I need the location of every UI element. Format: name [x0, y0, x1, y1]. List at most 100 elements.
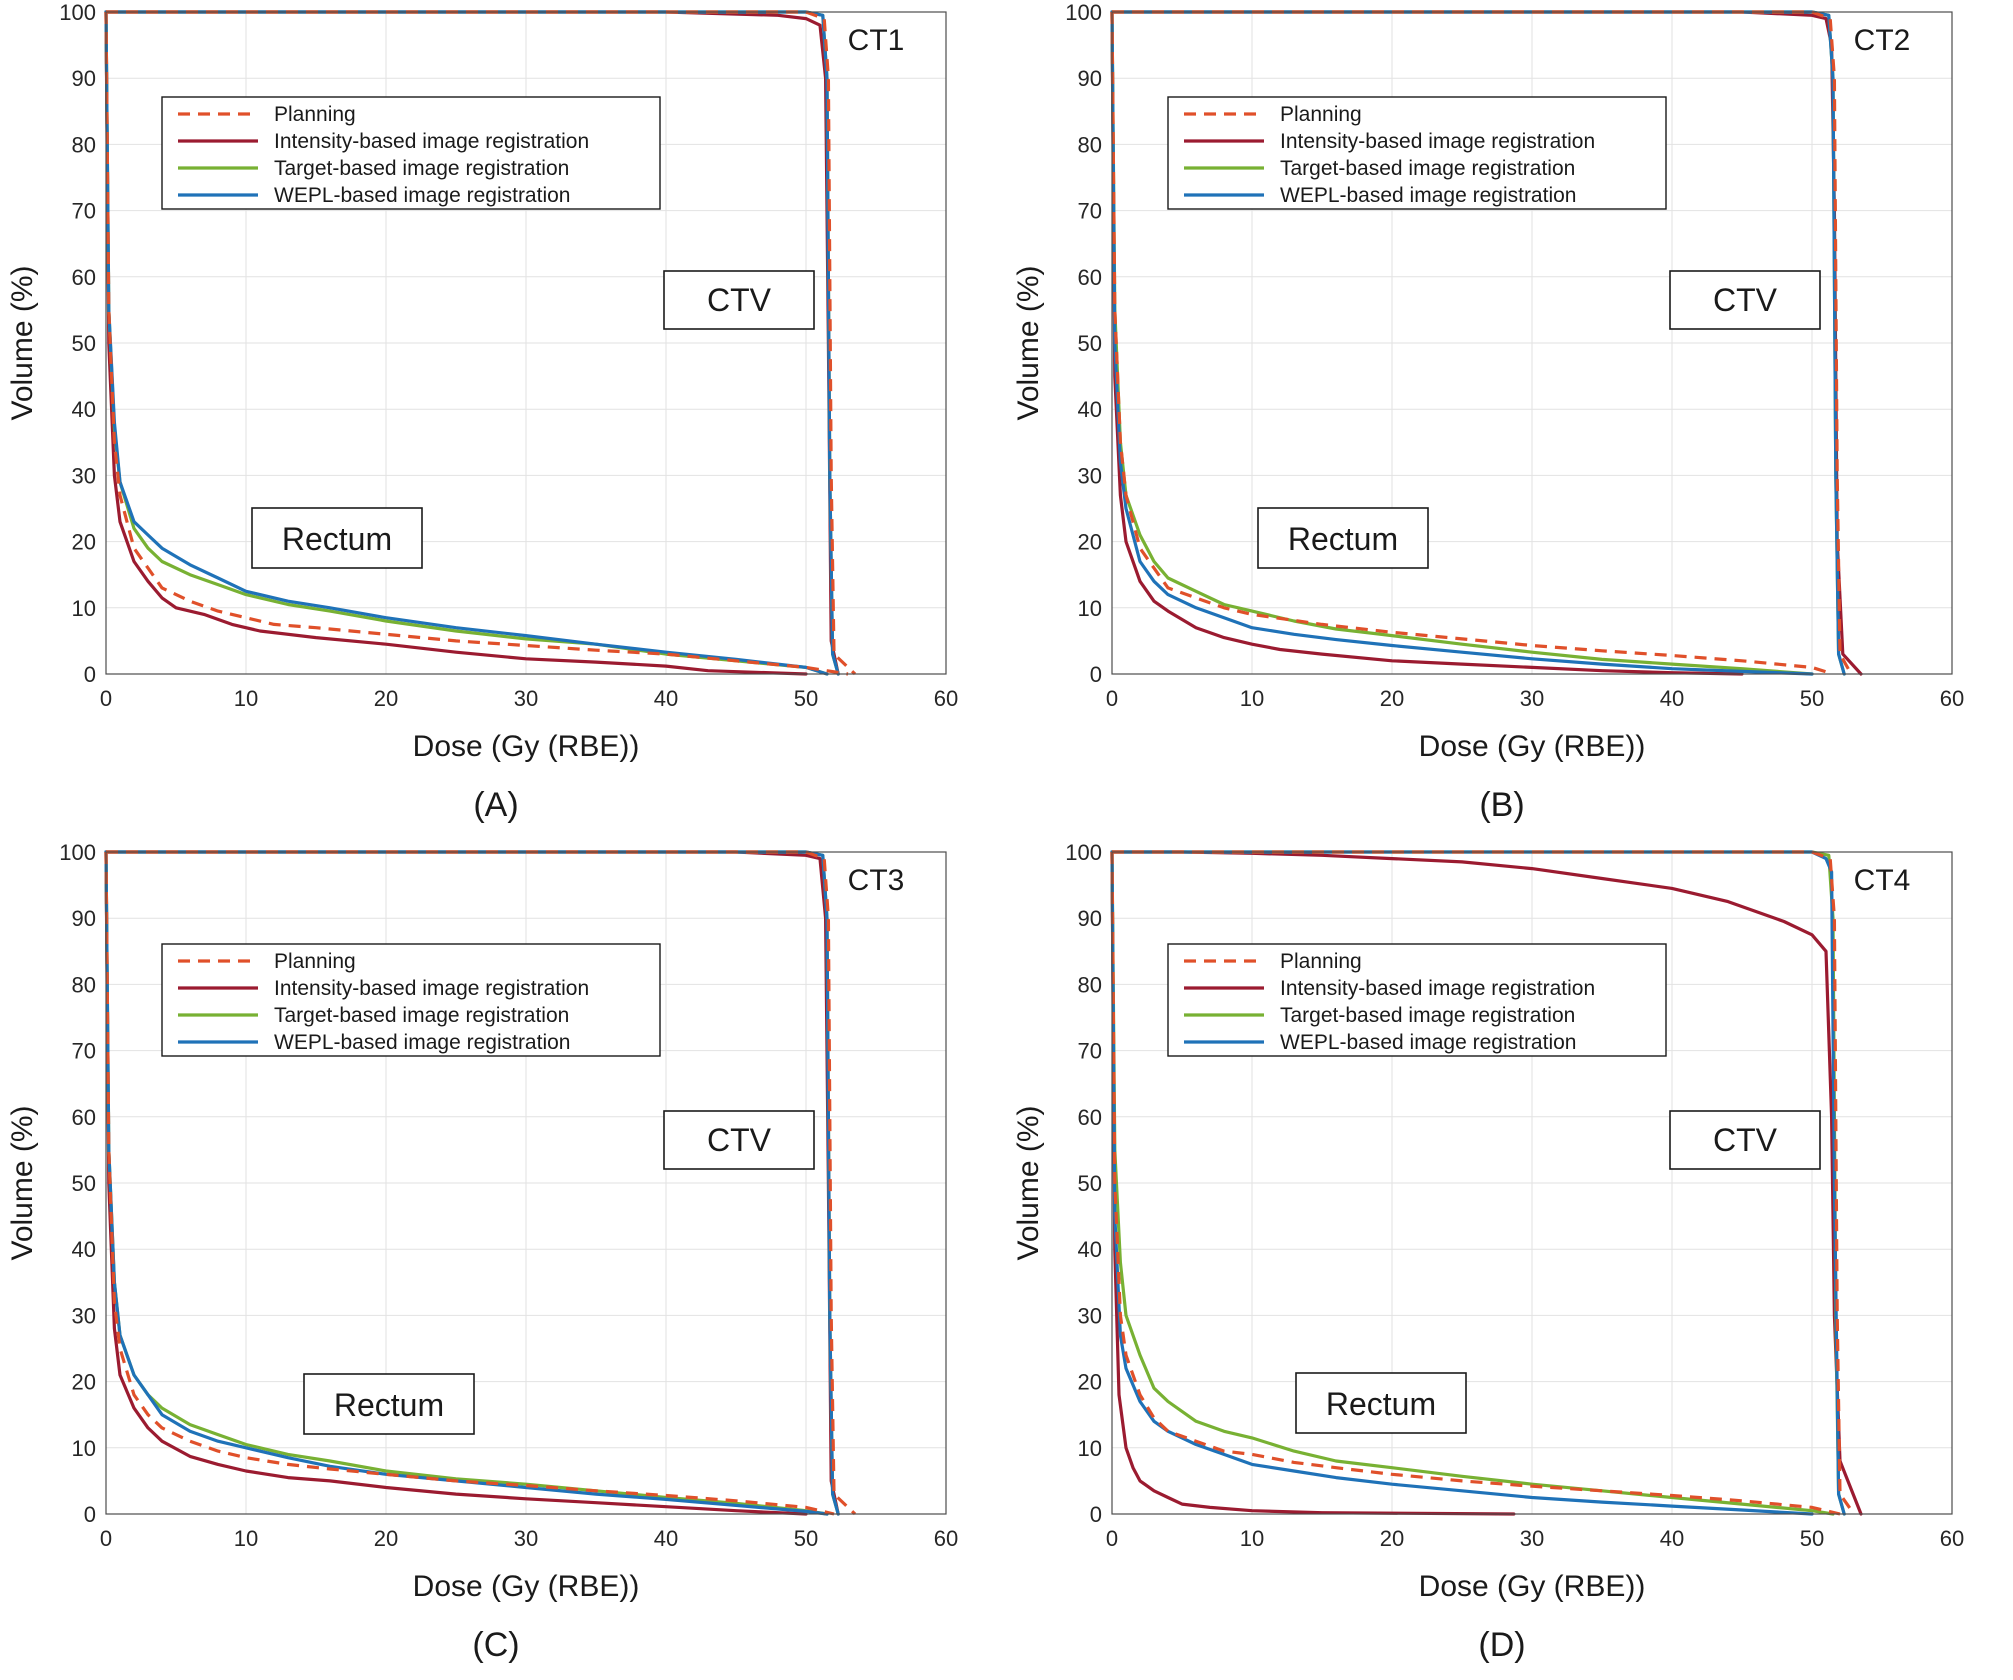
annotation-box	[1669, 1110, 1821, 1170]
series-line-rectum	[1110, 11, 1834, 676]
y-tick-label: 60	[1078, 1105, 1102, 1130]
legend-box	[161, 943, 661, 1057]
series-line-ctv	[1110, 850, 1863, 1516]
series-line-rectum	[1110, 850, 1814, 1516]
x-tick-label: 10	[234, 1526, 258, 1551]
annotation-rectum: Rectum	[1295, 1372, 1467, 1434]
y-tick-label: 70	[1078, 1039, 1102, 1064]
ct-label: CT4	[1854, 864, 1911, 897]
y-tick-label: 50	[72, 1171, 96, 1196]
series-line-rectum	[104, 11, 849, 676]
axes-frame	[1111, 851, 1953, 1515]
series-line-rectum	[1110, 850, 1516, 1516]
panel-label: (D)	[1478, 1626, 1525, 1664]
legend-box	[1167, 943, 1667, 1057]
legend-entry: Intensity-based image registration	[1280, 130, 1595, 153]
ct-label: CT3	[848, 864, 905, 897]
legend-entry: Planning	[274, 103, 356, 126]
annotation-box	[1295, 1372, 1467, 1434]
y-tick-label: 40	[72, 397, 96, 422]
y-tick-label: 90	[1078, 66, 1102, 91]
y-tick-label: 40	[72, 1237, 96, 1262]
y-tick-label: 60	[1078, 265, 1102, 290]
x-tick-label: 30	[514, 686, 538, 711]
legend-entry: WEPL-based image registration	[1280, 184, 1576, 207]
y-tick-label: 70	[72, 1039, 96, 1064]
y-tick-label: 10	[1078, 596, 1102, 621]
panel-d: 0 10 20 30 40 50 60 0 10 20 30 40 50 60 70 80 90 100 Dose …	[1006, 840, 2012, 1680]
x-tick-label: 10	[234, 686, 258, 711]
y-tick-label: 30	[1078, 463, 1102, 488]
x-axis-label: Dose (Gy (RBE))	[413, 1570, 640, 1603]
legend-entry: WEPL-based image registration	[274, 1031, 570, 1054]
legend-entry: WEPL-based image registration	[1280, 1031, 1576, 1054]
annotation-text: CTV	[707, 1122, 772, 1158]
y-axis-label: Volume (%)	[6, 1105, 39, 1260]
y-tick-label: 20	[1078, 530, 1102, 555]
y-tick-label: 100	[1065, 840, 1102, 865]
x-tick-label: 0	[1106, 686, 1118, 711]
series-line-rectum	[1110, 850, 1835, 1516]
x-tick-label: 40	[654, 686, 678, 711]
panel-b: 0 10 20 30 40 50 60 0 10 20 30 40 50 60 70 80 90 100 Dose …	[1006, 0, 2012, 840]
y-axis-label: Volume (%)	[6, 265, 39, 420]
legend-box	[1167, 96, 1667, 210]
x-tick-label: 50	[1800, 1526, 1824, 1551]
y-tick-label: 0	[84, 1502, 96, 1527]
y-tick-label: 80	[1078, 972, 1102, 997]
y-tick-label: 40	[1078, 397, 1102, 422]
y-tick-label: 30	[72, 1303, 96, 1328]
annotation-text: CTV	[1713, 1122, 1778, 1158]
y-tick-label: 20	[72, 1370, 96, 1395]
ct-label: CT1	[848, 24, 905, 57]
series-line-rectum	[104, 10, 808, 676]
x-tick-label: 30	[514, 1526, 538, 1551]
series-line-rectum	[104, 850, 829, 1516]
y-tick-label: 100	[59, 840, 96, 865]
annotation-box	[1669, 270, 1821, 330]
x-tick-label: 30	[1520, 686, 1544, 711]
legend-entry: Planning	[274, 950, 356, 973]
x-tick-label: 30	[1520, 1526, 1544, 1551]
y-tick-label: 10	[1078, 1436, 1102, 1461]
dvh-chart-ct2: 0 10 20 30 40 50 60 0 10 20 30 40 50 60 70 80 90 100 Dose …	[1012, 0, 1964, 824]
legend-entry: Planning	[1280, 103, 1362, 126]
x-axis-label: Dose (Gy (RBE))	[1419, 730, 1646, 763]
y-tick-label: 80	[72, 132, 96, 157]
legend-entry: Intensity-based image registration	[1280, 977, 1595, 1000]
x-tick-label: 50	[794, 686, 818, 711]
annotation-rectum: Rectum	[251, 507, 423, 569]
y-tick-label: 0	[84, 662, 96, 687]
x-tick-label: 10	[1240, 1526, 1264, 1551]
axes-frame	[105, 851, 947, 1515]
y-tick-label: 60	[72, 265, 96, 290]
x-tick-label: 60	[934, 686, 958, 711]
legend-entry: WEPL-based image registration	[274, 184, 570, 207]
y-tick-label: 90	[72, 66, 96, 91]
y-tick-label: 30	[72, 463, 96, 488]
annotation-box	[251, 507, 423, 569]
x-tick-label: 60	[1940, 686, 1964, 711]
x-tick-label: 20	[374, 1526, 398, 1551]
legend: Planning Intensity-based image registrati…	[161, 943, 661, 1057]
y-axis-label: Volume (%)	[1012, 1105, 1045, 1260]
y-tick-label: 50	[1078, 1171, 1102, 1196]
annotation-rectum: Rectum	[303, 1373, 475, 1435]
y-tick-label: 10	[72, 596, 96, 621]
panel-label: (B)	[1479, 786, 1524, 824]
y-tick-label: 50	[1078, 331, 1102, 356]
x-tick-label: 40	[654, 1526, 678, 1551]
annotation-ctv: CTV	[663, 270, 815, 330]
x-tick-label: 0	[100, 686, 112, 711]
annotation-ctv: CTV	[663, 1110, 815, 1170]
series-line-rectum	[1110, 851, 1841, 1516]
axes-frame	[1111, 11, 1953, 675]
annotation-text: Rectum	[334, 1387, 444, 1423]
x-tick-label: 20	[1380, 686, 1404, 711]
x-tick-label: 20	[374, 686, 398, 711]
x-tick-label: 50	[794, 1526, 818, 1551]
axes-frame	[105, 11, 947, 675]
x-tick-label: 40	[1660, 686, 1684, 711]
annotation-text: Rectum	[282, 521, 392, 557]
y-tick-label: 50	[72, 331, 96, 356]
